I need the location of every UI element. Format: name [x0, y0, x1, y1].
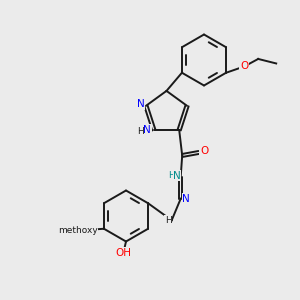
Text: O: O	[240, 61, 248, 71]
Text: H: H	[165, 216, 172, 225]
Text: OH: OH	[115, 248, 131, 258]
Text: N: N	[137, 99, 144, 109]
Text: methoxy: methoxy	[58, 226, 98, 235]
Text: N: N	[143, 125, 151, 135]
Text: H: H	[137, 127, 144, 136]
Text: O: O	[83, 225, 92, 235]
Text: H: H	[168, 171, 175, 180]
Text: N: N	[182, 194, 190, 204]
Text: N: N	[173, 171, 181, 181]
Text: O: O	[200, 146, 208, 156]
